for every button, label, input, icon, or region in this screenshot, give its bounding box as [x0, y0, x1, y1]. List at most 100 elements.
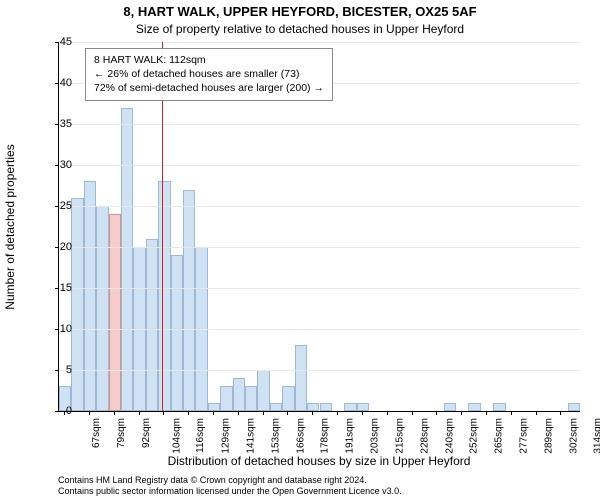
x-axis-label: Distribution of detached houses by size …: [58, 454, 580, 468]
y-tick-label: 35: [48, 118, 72, 130]
bar: [257, 370, 269, 411]
chart-title-1: 8, HART WALK, UPPER HEYFORD, BICESTER, O…: [0, 4, 600, 19]
x-tick-label: 166sqm: [295, 418, 306, 454]
bar: [146, 239, 158, 411]
x-tick-label: 228sqm: [419, 418, 430, 454]
x-tick-label: 203sqm: [370, 418, 381, 454]
bar: [468, 403, 480, 411]
y-tick-label: 30: [48, 159, 72, 171]
x-tick-mark: [89, 412, 90, 415]
y-tick-mark: [55, 83, 58, 84]
x-tick-label: 129sqm: [221, 418, 232, 454]
y-tick-mark: [55, 411, 58, 412]
x-tick-mark: [337, 412, 338, 415]
x-tick-mark: [287, 412, 288, 415]
y-tick-mark: [55, 206, 58, 207]
x-tick-mark: [188, 412, 189, 415]
x-tick-mark: [238, 412, 239, 415]
grid-line: [59, 247, 580, 248]
bar: [183, 190, 195, 411]
bar: [444, 403, 456, 411]
y-tick-mark: [55, 124, 58, 125]
grid-line: [59, 165, 580, 166]
x-tick-label: 289sqm: [543, 418, 554, 454]
x-tick-mark: [436, 412, 437, 415]
y-tick-label: 0: [48, 405, 72, 417]
bar-highlight: [109, 214, 121, 411]
y-tick-label: 15: [48, 282, 72, 294]
x-tick-label: 79sqm: [116, 418, 127, 448]
y-tick-mark: [55, 329, 58, 330]
annotation-line-3: 72% of semi-detached houses are larger (…: [94, 81, 324, 95]
bar: [233, 378, 245, 411]
bar: [493, 403, 505, 411]
x-tick-label: 104sqm: [171, 418, 182, 454]
bar: [307, 403, 319, 411]
bar: [568, 403, 580, 411]
x-tick-label: 116sqm: [195, 418, 206, 453]
x-tick-label: 314sqm: [593, 418, 600, 454]
x-tick-label: 191sqm: [345, 418, 356, 454]
x-tick-mark: [486, 412, 487, 415]
bar: [295, 345, 307, 411]
x-tick-mark: [461, 412, 462, 415]
bar: [245, 386, 257, 411]
bar: [344, 403, 356, 411]
y-tick-mark: [55, 165, 58, 166]
y-tick-mark: [55, 288, 58, 289]
x-tick-label: 141sqm: [246, 418, 257, 454]
chart-container: 8, HART WALK, UPPER HEYFORD, BICESTER, O…: [0, 0, 600, 500]
x-tick-label: 92sqm: [141, 418, 152, 448]
x-tick-label: 178sqm: [320, 418, 331, 454]
grid-line: [59, 370, 580, 371]
x-tick-mark: [64, 412, 65, 415]
x-tick-mark: [263, 412, 264, 415]
x-tick-label: 252sqm: [469, 418, 480, 454]
y-tick-mark: [55, 247, 58, 248]
x-tick-mark: [536, 412, 537, 415]
grid-line: [59, 42, 580, 43]
bar: [121, 108, 133, 411]
bar: [320, 403, 332, 411]
y-axis-label: Number of detached properties: [3, 144, 17, 309]
x-tick-mark: [362, 412, 363, 415]
y-tick-label: 20: [48, 241, 72, 253]
x-tick-label: 240sqm: [444, 418, 455, 454]
x-tick-mark: [139, 412, 140, 415]
bar: [357, 403, 369, 411]
x-tick-mark: [412, 412, 413, 415]
bar: [84, 181, 96, 411]
x-tick-label: 265sqm: [494, 418, 505, 454]
y-tick-label: 45: [48, 36, 72, 48]
x-tick-mark: [213, 412, 214, 415]
footer-attribution: Contains HM Land Registry data © Crown c…: [58, 475, 402, 498]
x-tick-mark: [511, 412, 512, 415]
x-tick-label: 277sqm: [519, 418, 530, 454]
grid-line: [59, 206, 580, 207]
bar: [270, 403, 282, 411]
y-tick-mark: [55, 42, 58, 43]
footer-line-1: Contains HM Land Registry data © Crown c…: [58, 475, 402, 487]
x-tick-mark: [387, 412, 388, 415]
y-tick-label: 25: [48, 200, 72, 212]
bar: [96, 206, 108, 411]
bar: [71, 198, 83, 411]
plot-area: 8 HART WALK: 112sqm ← 26% of detached ho…: [58, 42, 580, 412]
bar: [220, 386, 232, 411]
y-tick-mark: [55, 370, 58, 371]
y-tick-label: 5: [48, 364, 72, 376]
y-tick-label: 10: [48, 323, 72, 335]
grid-line: [59, 124, 580, 125]
x-tick-mark: [312, 412, 313, 415]
x-tick-label: 302sqm: [568, 418, 579, 454]
x-tick-label: 67sqm: [91, 418, 102, 448]
annotation-line-2: ← 26% of detached houses are smaller (73…: [94, 67, 324, 81]
bar: [171, 255, 183, 411]
annotation-box: 8 HART WALK: 112sqm ← 26% of detached ho…: [85, 48, 333, 101]
grid-line: [59, 288, 580, 289]
bar: [208, 403, 220, 411]
x-tick-mark: [114, 412, 115, 415]
bar: [282, 386, 294, 411]
bar: [158, 181, 170, 411]
footer-line-2: Contains public sector information licen…: [58, 486, 402, 498]
